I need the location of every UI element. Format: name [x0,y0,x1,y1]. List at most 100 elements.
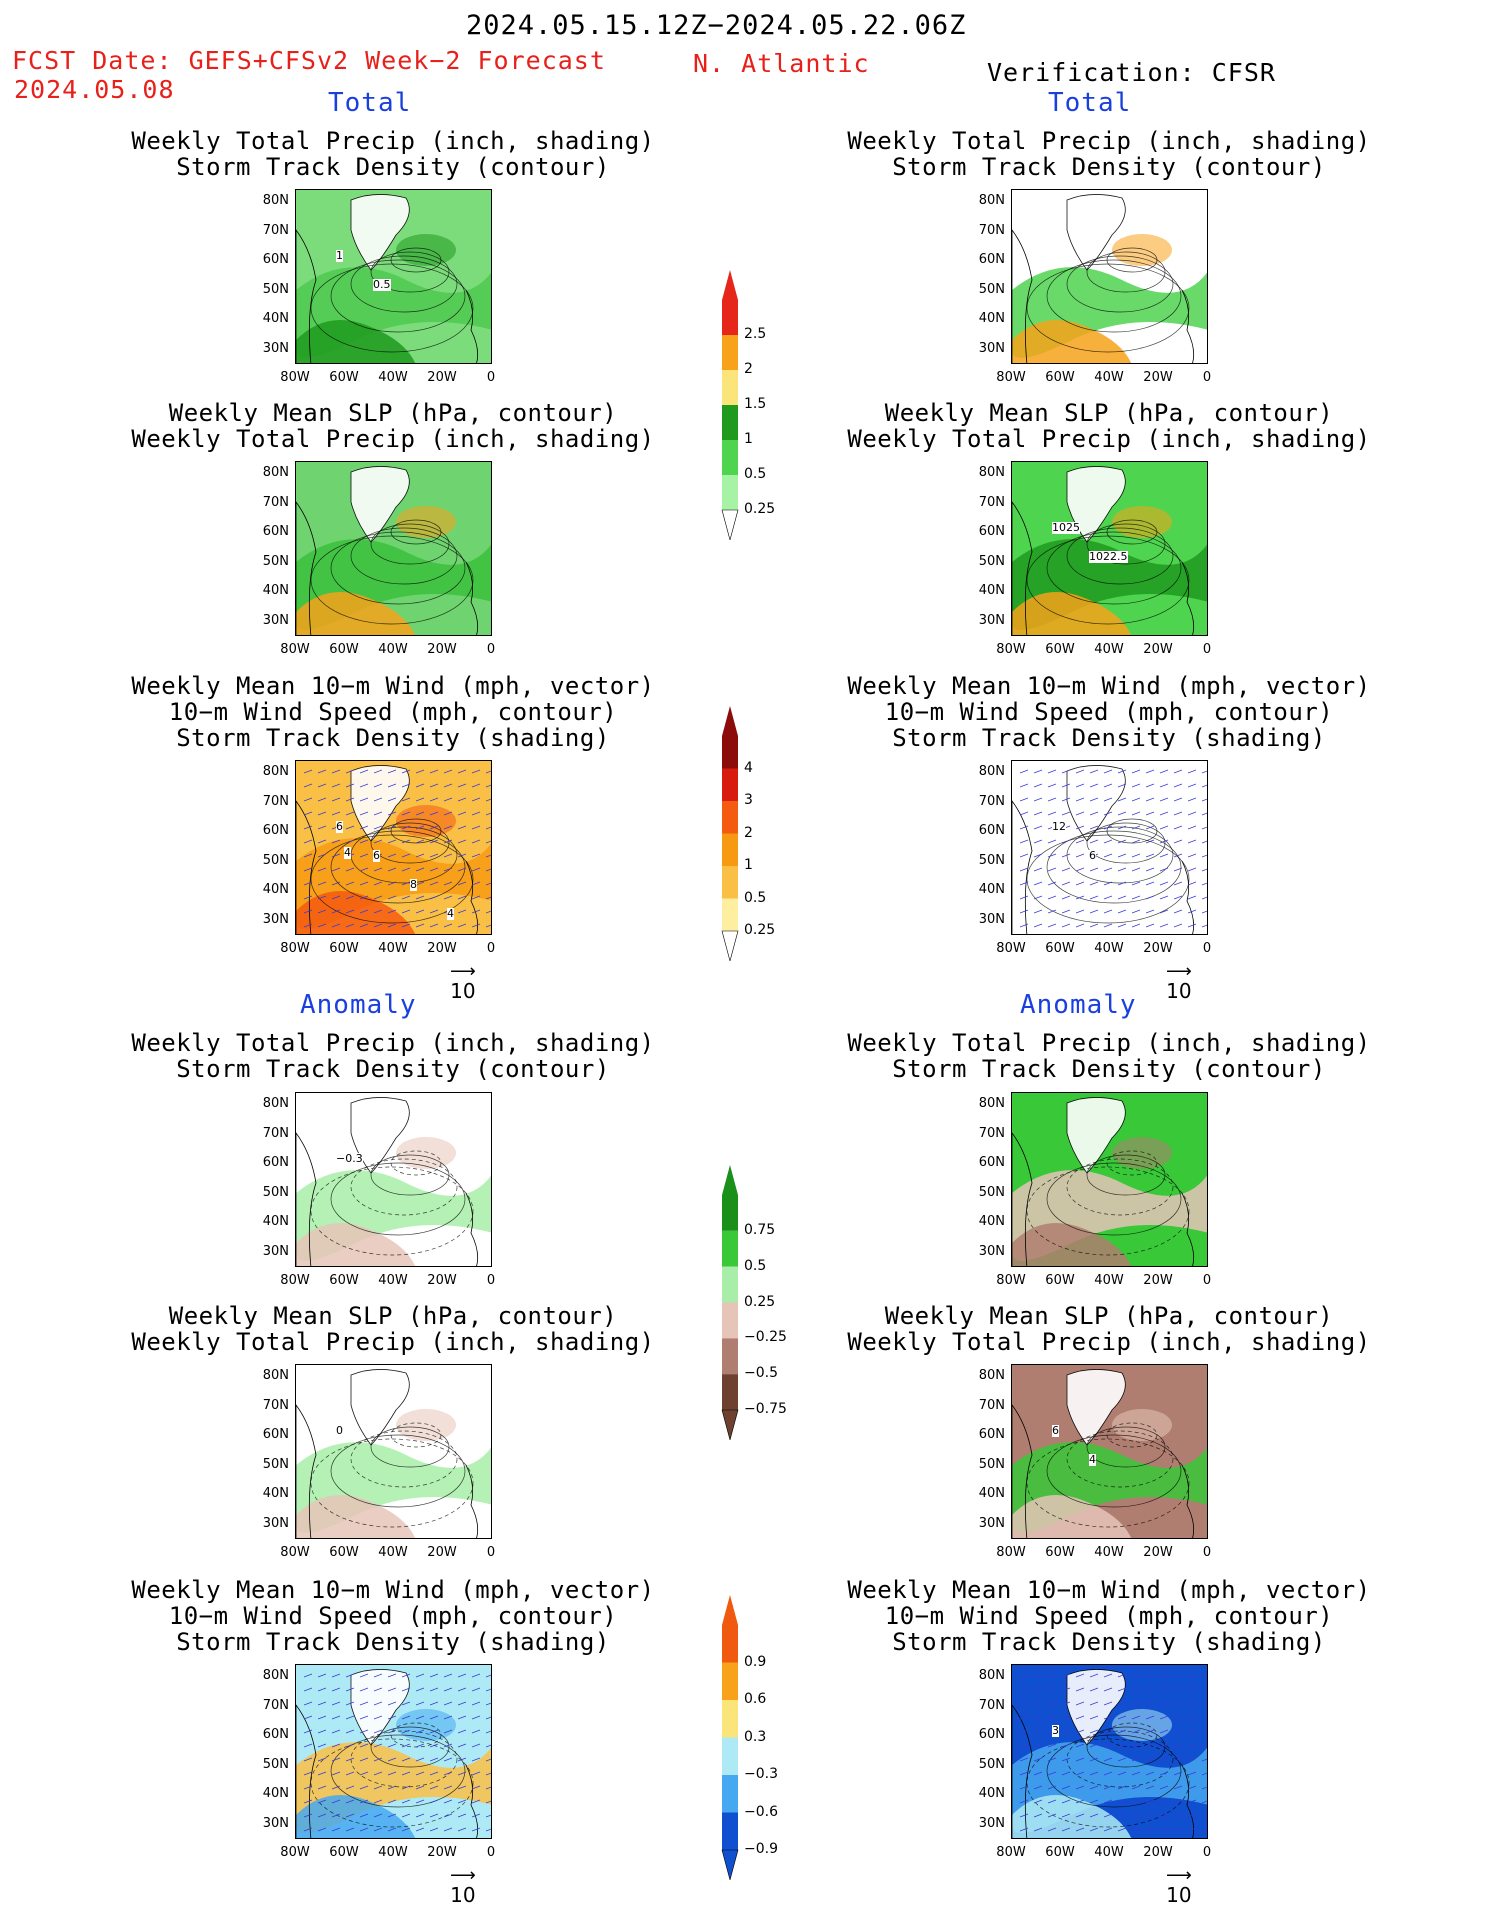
lon-label: 40W [1094,642,1124,657]
contour-label: 8 [410,878,417,891]
panel-title-line: Storm Track Density (shading) [176,1628,610,1656]
lat-label: 80N [978,193,1005,208]
lon-label: 0 [486,642,496,657]
map-panel: 1025 1022.5 [1011,461,1208,636]
colorbar-label: 0.5 [744,466,767,482]
lat-label: 60N [978,524,1005,539]
lat-label: 80N [978,1668,1005,1683]
colorbar-label: 2.5 [744,326,767,342]
panel-title-line: Weekly Total Precip (inch, shading) [847,1328,1371,1356]
panel-title: Weekly Mean 10−m Wind (mph, vector) 10−m … [83,1577,703,1655]
lat-label: 80N [262,1668,289,1683]
lon-label: 0 [1202,941,1212,956]
lat-label: 70N [262,222,289,238]
lat-label: 40N [262,882,289,897]
lon-label: 80W [996,370,1026,385]
lat-label: 30N [978,1815,1005,1831]
colorbar-total_storm [720,706,740,963]
lon-label: 20W [1143,370,1173,385]
lon-label: 60W [329,642,359,657]
lon-label: 20W [427,642,457,657]
lon-label: 80W [996,1845,1026,1860]
lat-label: 40N [978,1486,1005,1501]
lat-label: 50N [978,1456,1005,1472]
lat-label: 30N [978,1515,1005,1531]
lat-label: 30N [978,1243,1005,1259]
panel-title-line: Weekly Mean 10−m Wind (mph, vector) [131,1576,655,1604]
lon-label: 0 [1202,1845,1212,1860]
lon-label: 80W [996,642,1026,657]
fcst-date-label: FCST Date: GEFS+CFSv2 Week−2 Forecast [12,46,606,75]
lon-label: 80W [280,1273,310,1288]
panel-title-line: Storm Track Density (contour) [892,153,1326,181]
lon-label: 40W [378,370,408,385]
lat-label: 50N [978,852,1005,868]
panel-title: Weekly Total Precip (inch, shading) Storm… [799,1030,1419,1082]
lon-label: 20W [1143,1845,1173,1860]
panel-title: Weekly Mean 10−m Wind (mph, vector) 10−m … [799,673,1419,751]
colorbar-label: 2 [744,361,753,377]
vector-ref-value: 10 [450,1883,476,1907]
colorbar-label: 1.5 [744,396,767,412]
lon-label: 80W [996,941,1026,956]
lon-label: 0 [486,1273,496,1288]
lon-label: 60W [1045,941,1075,956]
lon-label: 20W [427,941,457,956]
lat-label: 80N [978,764,1005,779]
lat-label: 40N [978,1786,1005,1801]
lon-label: 0 [486,1845,496,1860]
colorbar-label: −0.75 [744,1401,787,1417]
lat-label: 30N [262,1515,289,1531]
fcst-date: 2024.05.08 [14,75,175,104]
lat-label: 50N [978,553,1005,569]
colorbar-label: −0.25 [744,1329,787,1346]
vector-ref: ⟶ 10 [1166,961,1192,1004]
lat-label: 50N [262,1184,289,1200]
lon-label: 80W [280,941,310,956]
lat-label: 30N [262,612,289,628]
lon-label: 0 [1202,1545,1212,1560]
vector-ref: ⟶ 10 [1166,1865,1192,1908]
lat-label: 80N [262,1368,289,1383]
colorbar-label: 0.9 [744,1653,767,1670]
lat-label: 30N [262,340,289,356]
vector-ref-arrow: ⟶ [1166,1865,1192,1886]
lat-label: 80N [978,1096,1005,1111]
lat-label: 50N [262,1456,289,1472]
lat-label: 50N [262,1756,289,1772]
vector-ref-arrow: ⟶ [1166,961,1192,982]
colorbar-label: 0.6 [744,1691,767,1707]
lon-label: 0 [1202,1273,1212,1288]
panel-title: Weekly Mean 10−m Wind (mph, vector) 10−m … [799,1577,1419,1655]
lat-label: 60N [262,1727,289,1742]
lat-label: 70N [262,1397,289,1413]
colorbar-label: 1 [744,857,753,873]
panel-title-line: Weekly Mean 10−m Wind (mph, vector) [847,1576,1371,1604]
lat-label: 30N [262,911,289,927]
panel-title: Weekly Mean 10−m Wind (mph, vector) 10−m … [83,673,703,751]
lat-label: 70N [262,1125,289,1141]
lat-label: 70N [978,793,1005,809]
colorbar-anom_storm [720,1595,740,1882]
colorbar-label: −0.9 [744,1841,778,1857]
contour-label: 4 [447,907,454,920]
lat-label: 80N [262,193,289,208]
contour-label: 1022.5 [1089,550,1128,563]
lat-label: 80N [262,764,289,779]
contour-label: 0.5 [373,278,391,291]
lon-label: 40W [1094,370,1124,385]
lat-label: 60N [262,1427,289,1442]
map-panel: 3 [1011,1664,1208,1839]
lat-label: 70N [978,1697,1005,1713]
panel-title-line: Weekly Mean SLP (hPa, contour) [884,1302,1334,1330]
colorbar-anom_precip [720,1165,740,1442]
lat-label: 60N [262,524,289,539]
panel-title: Weekly Mean SLP (hPa, contour) Weekly Tot… [799,1303,1419,1355]
lon-label: 80W [280,642,310,657]
lat-label: 70N [262,1697,289,1713]
lat-label: 30N [262,1815,289,1831]
section-label-total: Total [1048,88,1132,118]
lon-label: 80W [280,1545,310,1560]
section-label-anomaly: Anomaly [1020,990,1137,1020]
map-panel: 12 6 [1011,760,1208,935]
